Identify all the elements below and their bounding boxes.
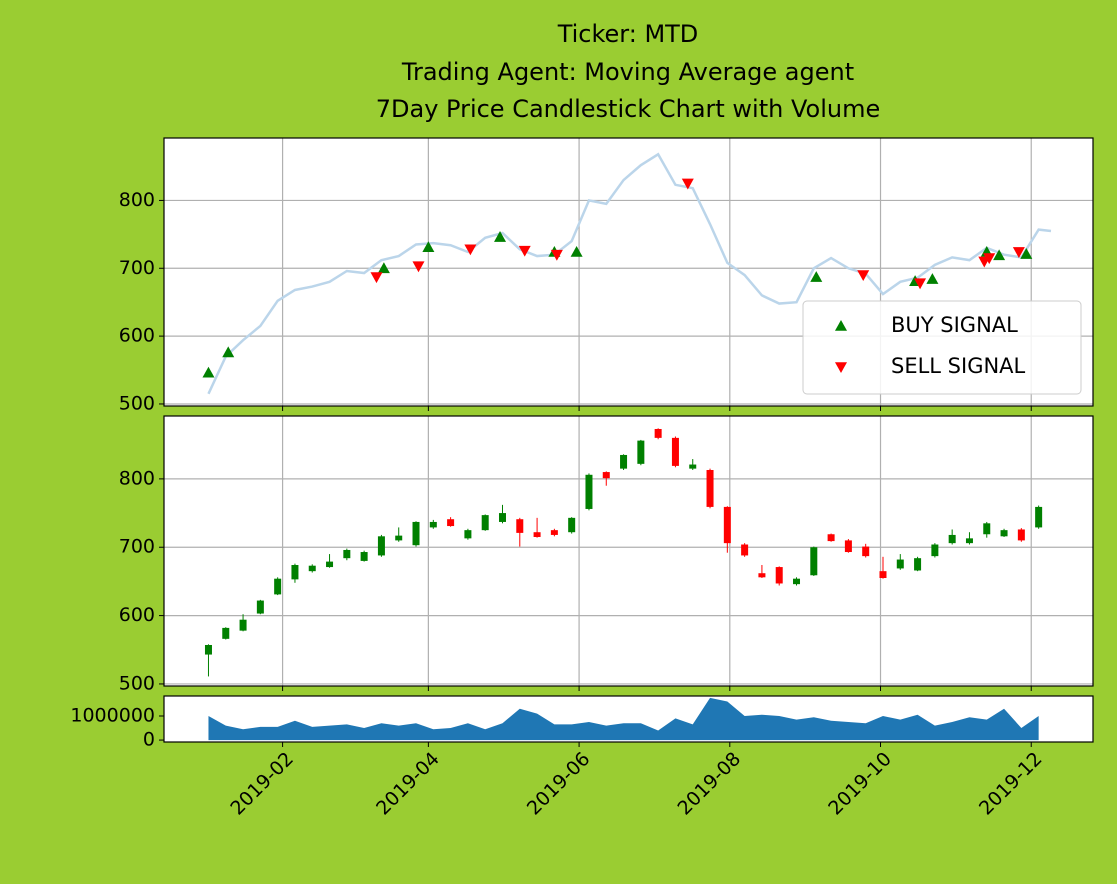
candle-body <box>204 644 212 655</box>
candle-body <box>447 519 455 527</box>
legend-marker <box>835 362 847 373</box>
signal-marker <box>464 244 477 256</box>
candle-body <box>585 474 593 509</box>
candle-body <box>481 515 489 531</box>
candle-body <box>620 454 628 469</box>
candle-body <box>343 549 351 559</box>
candle-body <box>896 559 904 569</box>
signal-marker <box>518 245 531 257</box>
candle-body <box>291 565 299 580</box>
legend-marker <box>835 320 847 331</box>
y-tick-label: 600 <box>119 325 155 347</box>
signal-marker <box>222 346 235 358</box>
candle-body <box>602 472 610 479</box>
signal-marker <box>494 231 507 242</box>
signal-marker <box>993 249 1006 261</box>
axes-frame <box>163 415 1094 687</box>
candle-body <box>222 627 230 639</box>
candle-body <box>862 546 870 557</box>
candle-body <box>741 544 749 556</box>
candle-body <box>429 521 437 528</box>
signal-marker <box>926 273 939 284</box>
candle-body <box>844 540 852 553</box>
legend-box <box>802 300 1082 395</box>
candle-body <box>654 428 662 438</box>
candle-body <box>239 619 247 631</box>
signal-marker <box>1020 248 1033 259</box>
chart-title: Trading Agent: Moving Average agent <box>401 58 854 86</box>
signal-marker <box>1012 247 1025 258</box>
y-tick-label: 1000000 <box>70 704 155 726</box>
candle-body <box>827 534 835 542</box>
candle-body <box>793 578 801 585</box>
y-tick-label: 800 <box>119 189 155 211</box>
signal-marker <box>570 245 583 257</box>
signal-marker <box>550 249 563 261</box>
legend-label: SELL SIGNAL <box>891 354 1026 378</box>
candle-body <box>274 578 282 595</box>
candle-body <box>1000 530 1008 537</box>
signal-marker <box>412 261 425 273</box>
candle-body <box>498 513 506 522</box>
y-tick-label: 800 <box>119 467 155 489</box>
plot-area <box>164 416 1093 686</box>
candle-body <box>464 530 472 539</box>
candle-body <box>533 532 541 537</box>
candle-body <box>810 547 818 576</box>
candle-body <box>568 517 576 533</box>
signal-marker <box>983 253 996 265</box>
signal-marker <box>914 278 927 290</box>
candle-body <box>326 561 334 568</box>
candle-body <box>689 464 697 469</box>
signal-marker <box>810 271 823 282</box>
candle-body <box>550 530 558 535</box>
candle-body <box>983 523 991 535</box>
chart-title: Ticker: MTD <box>557 20 699 48</box>
signal-marker <box>370 272 383 284</box>
candle-body <box>395 535 403 541</box>
axes-frame <box>163 137 1094 407</box>
signal-marker <box>422 241 435 253</box>
candle-body <box>256 600 264 614</box>
candle-body <box>360 552 368 561</box>
candle-body <box>965 538 973 544</box>
candle-body <box>758 573 766 578</box>
y-tick-label: 0 <box>143 729 155 751</box>
candle-body <box>671 437 679 466</box>
candle-body <box>637 440 645 464</box>
candle-body <box>775 567 783 584</box>
candle-body <box>1035 506 1043 528</box>
y-tick-label: 600 <box>119 604 155 626</box>
legend-label: BUY SIGNAL <box>891 313 1018 337</box>
y-tick-label: 700 <box>119 257 155 279</box>
volume-area <box>208 697 1039 741</box>
candle-body <box>879 571 887 578</box>
y-tick-label: 700 <box>119 536 155 558</box>
signal-marker <box>857 270 870 282</box>
signal-marker <box>202 366 215 378</box>
y-tick-label: 500 <box>119 672 155 694</box>
candle-body <box>723 506 731 544</box>
signal-marker <box>681 178 694 190</box>
candle-body <box>948 534 956 544</box>
candle-body <box>1017 529 1025 541</box>
candle-body <box>308 565 316 572</box>
candle-body <box>914 558 922 571</box>
chart-title: 7Day Price Candlestick Chart with Volume <box>376 95 881 123</box>
candle-body <box>377 536 385 556</box>
signal-marker <box>377 262 390 274</box>
y-tick-label: 500 <box>119 392 155 414</box>
candle-body <box>931 544 939 557</box>
candle-body <box>412 521 420 546</box>
candle-body <box>516 519 524 533</box>
axes-frame <box>163 695 1094 743</box>
candle-body <box>706 470 714 507</box>
